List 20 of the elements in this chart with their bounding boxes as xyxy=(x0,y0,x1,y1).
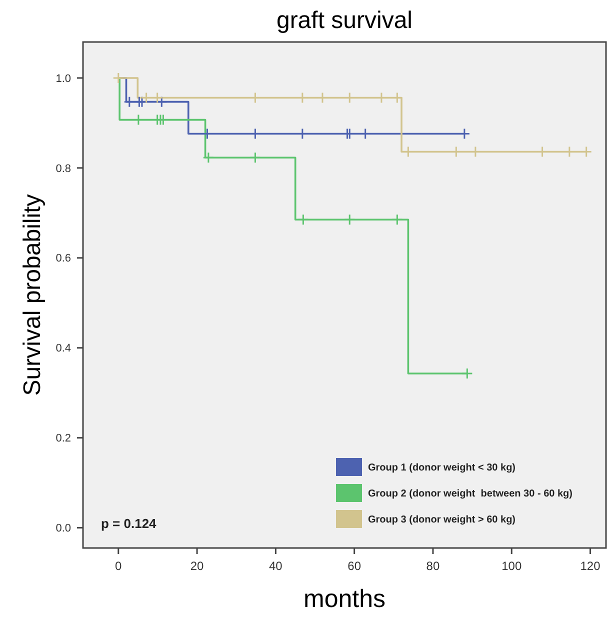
x-tick-label: 60 xyxy=(348,559,362,573)
x-tick-label: 40 xyxy=(269,559,283,573)
legend-label: Group 3 (donor weight > 60 kg) xyxy=(368,514,516,526)
y-tick-label: 0.4 xyxy=(56,342,71,355)
x-tick-label: 80 xyxy=(426,559,440,573)
y-tick-label: 0.8 xyxy=(56,162,71,175)
y-axis-title: Survival probability xyxy=(19,194,46,396)
legend-label: Group 2 (donor weight between 30 - 60 kg) xyxy=(368,488,572,500)
x-tick-label: 0 xyxy=(115,559,122,573)
annotation: p = 0.124 xyxy=(101,516,158,531)
legend-label: Group 1 (donor weight < 30 kg) xyxy=(368,462,516,474)
y-tick-label: 1.0 xyxy=(56,72,71,85)
y-tick-label: 0.6 xyxy=(56,252,71,265)
x-tick-label: 120 xyxy=(580,559,601,573)
x-axis-title: months xyxy=(304,585,386,613)
x-tick-label: 20 xyxy=(190,559,204,573)
chart-title: graft survival xyxy=(276,7,413,34)
x-tick-label: 100 xyxy=(502,559,522,573)
y-tick-label: 0.2 xyxy=(56,432,71,445)
y-tick-label: 0.0 xyxy=(56,522,71,535)
